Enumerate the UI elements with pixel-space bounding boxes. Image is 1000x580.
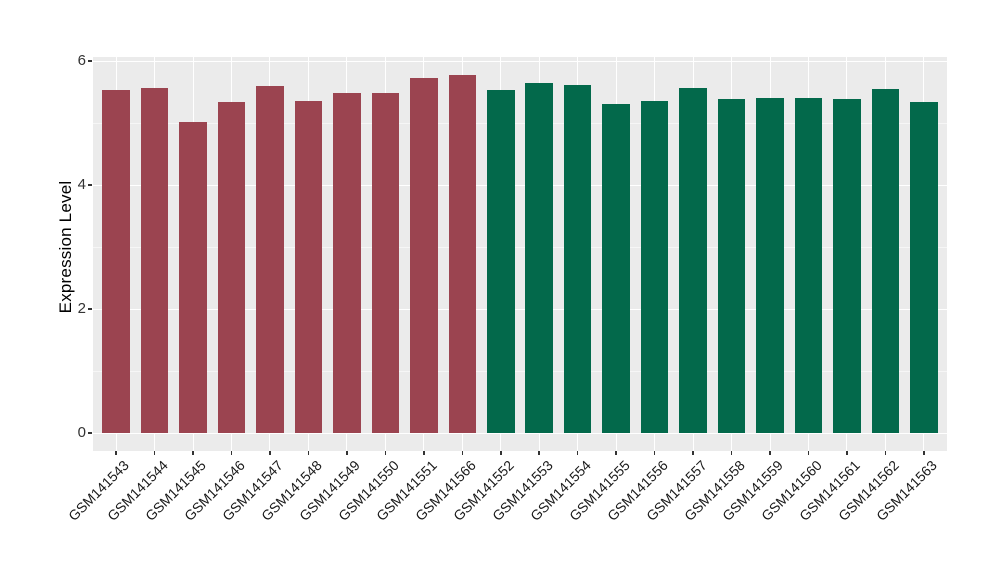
- gridline-major: [93, 432, 947, 434]
- gridline-minor: [93, 122, 947, 124]
- bar: [217, 101, 246, 433]
- x-tick-mark: [730, 451, 733, 455]
- y-axis-title: Expression Level: [56, 180, 75, 314]
- y-tick-label: 0: [77, 424, 86, 441]
- bar: [602, 104, 630, 433]
- bar: [717, 99, 746, 433]
- x-tick-mark: [384, 451, 387, 455]
- gridline-major: [93, 308, 947, 310]
- bar: [371, 93, 400, 433]
- bar: [640, 100, 669, 433]
- plot-panel: [93, 57, 947, 451]
- y-tick-label: 6: [77, 52, 86, 69]
- x-tick-mark: [576, 451, 579, 455]
- bar: [448, 74, 477, 433]
- bar: [179, 121, 207, 433]
- bar: [794, 97, 823, 433]
- x-tick-mark: [500, 451, 502, 455]
- x-tick-mark: [461, 451, 464, 455]
- bar: [410, 77, 438, 433]
- bar: [333, 92, 361, 433]
- x-tick-mark: [269, 451, 271, 455]
- y-tick-label: 4: [77, 176, 86, 193]
- y-tick-mark: [88, 432, 92, 434]
- y-tick-mark: [88, 184, 92, 186]
- bar: [487, 89, 515, 433]
- x-tick-mark: [653, 451, 656, 455]
- bar: [525, 83, 553, 433]
- x-tick-mark: [538, 451, 540, 455]
- x-tick-mark: [115, 451, 117, 455]
- y-tick-mark: [88, 60, 92, 62]
- x-tick-mark: [615, 451, 617, 455]
- x-tick-mark: [769, 451, 771, 455]
- x-tick-mark: [884, 451, 887, 455]
- bar: [756, 97, 784, 433]
- gridline-minor: [93, 370, 947, 372]
- bar: [140, 87, 169, 433]
- bar: [294, 100, 323, 433]
- bar: [256, 85, 284, 433]
- x-tick-mark: [692, 451, 694, 455]
- x-tick-mark: [423, 451, 425, 455]
- y-tick-mark: [88, 308, 92, 310]
- x-tick-mark: [153, 451, 156, 455]
- gridline-minor: [93, 246, 947, 248]
- x-tick-mark: [846, 451, 848, 455]
- bar: [563, 84, 592, 433]
- bar: [102, 90, 130, 433]
- bar: [833, 99, 861, 433]
- x-tick-mark: [230, 451, 233, 455]
- bar: [679, 88, 707, 433]
- gridline-major: [93, 60, 947, 62]
- x-tick-mark: [307, 451, 310, 455]
- bar: [871, 88, 900, 433]
- bar: [910, 101, 938, 433]
- gridline-major: [93, 184, 947, 186]
- x-tick-mark: [192, 451, 194, 455]
- x-tick-mark: [346, 451, 348, 455]
- x-tick-mark: [807, 451, 810, 455]
- x-tick-mark: [923, 451, 925, 455]
- y-tick-label: 2: [77, 300, 86, 317]
